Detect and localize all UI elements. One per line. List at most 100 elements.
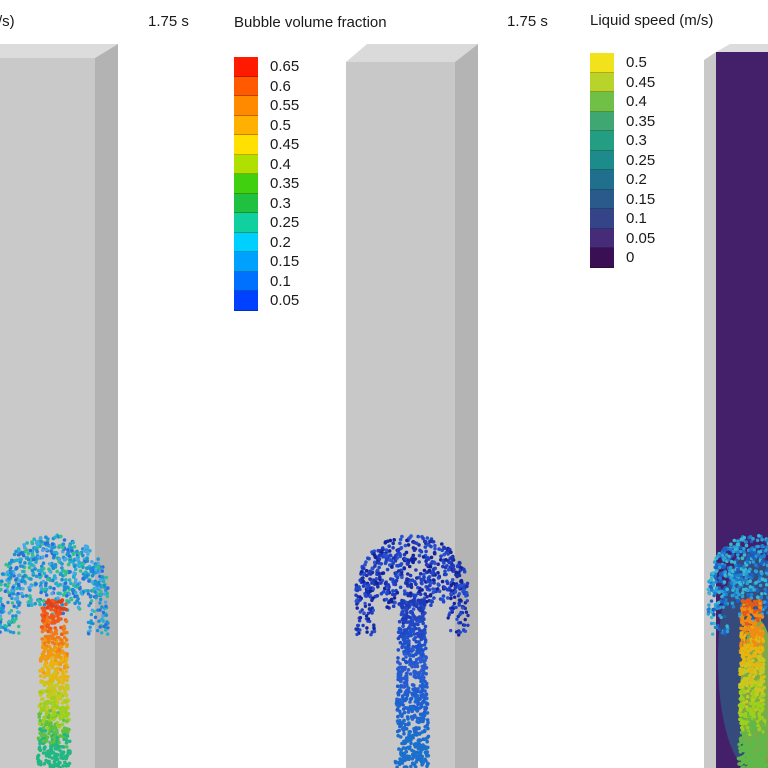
bubble-dot (751, 635, 756, 640)
bubble-dot (52, 704, 56, 708)
bubble-dot (407, 736, 412, 740)
bubble-dot (55, 662, 59, 666)
bubble-dot (406, 543, 411, 547)
bubble-dot (424, 701, 429, 705)
bubble-dot (738, 708, 743, 712)
bubble-dot (765, 590, 768, 594)
bubble-dot (385, 605, 390, 609)
bubble-dot (760, 709, 764, 713)
bubble-dot (722, 580, 727, 584)
bubble-dot (462, 567, 466, 572)
bubble-dot (430, 571, 435, 576)
bubble-dot (402, 685, 407, 689)
bubble-dot (406, 634, 411, 638)
bubble-dot (66, 698, 71, 703)
bubble-dot (53, 654, 58, 659)
bubble-dot (760, 592, 764, 596)
bubble-dot (33, 567, 37, 571)
bubble-dot (375, 594, 380, 598)
bubble-dot (62, 606, 66, 611)
bubble-dot (59, 659, 63, 663)
bubble-dot (758, 608, 762, 613)
bubble-dot (742, 608, 747, 612)
bubble-dot (421, 601, 426, 605)
bubble-dot (723, 570, 728, 575)
bubble-dot (415, 645, 419, 650)
bubble-dot (714, 569, 718, 574)
bubble-dot (45, 672, 49, 676)
bubble-dot (754, 687, 758, 691)
bubble-dot (749, 683, 754, 688)
bubble-dot (38, 742, 42, 746)
bubble-dot (370, 566, 375, 571)
bubble-dot (104, 628, 108, 632)
bubble-dot (744, 572, 748, 576)
bubble-dot (737, 585, 741, 589)
bubble-dot (746, 557, 750, 561)
bubble-dot (746, 588, 750, 592)
bubble-dot (448, 560, 452, 565)
bubble-dot (62, 538, 67, 542)
bubble-dot (411, 607, 416, 611)
bubble-dot (740, 599, 745, 603)
bubble-dot (423, 744, 427, 749)
bubble-dot (739, 577, 744, 581)
bubble-dot (405, 706, 410, 711)
bubble-dot (16, 582, 21, 587)
bubble-dot (709, 615, 714, 620)
bubble-dot (26, 557, 31, 562)
bubble-dot (735, 542, 740, 547)
legend_bubble-tick-label: 0.3 (270, 194, 291, 212)
bubble-dot (39, 625, 44, 629)
bubble-dot (406, 722, 410, 727)
bubble-dot (461, 606, 465, 610)
bubble-dot (720, 589, 724, 594)
bubble-dot (732, 586, 736, 590)
bubble-dot (764, 762, 768, 767)
bubble-dot (407, 639, 411, 643)
bubble-dot (724, 601, 728, 605)
bubble-dot (56, 591, 60, 596)
bubble-dot (409, 706, 413, 710)
bubble-dot (44, 600, 49, 605)
legend_speed-swatch (590, 72, 614, 92)
bubble-dot (425, 536, 430, 540)
bubble-dot (47, 562, 52, 566)
bubble-dot (396, 569, 401, 573)
bubble-dot (14, 566, 19, 570)
bubble-dot (44, 535, 48, 539)
bubble-dot (432, 581, 436, 585)
bubble-dot (26, 603, 31, 607)
bubble-dot (60, 562, 64, 566)
bubble-dot (738, 717, 742, 722)
bubble-dot (47, 620, 51, 624)
bubble-dot (45, 541, 50, 545)
bubble-dot (50, 692, 55, 697)
bubble-dot (39, 702, 43, 706)
bubble-dot (362, 566, 366, 571)
bubble-dot (725, 629, 730, 634)
bubble-dot (27, 599, 32, 604)
bubble-dot (429, 599, 434, 603)
bubble-dot (404, 550, 409, 555)
bubble-dot (404, 655, 408, 659)
bubble-dot (66, 749, 71, 753)
bubble-dot (720, 631, 725, 635)
bubble-dot (418, 572, 423, 576)
bubble-dot (67, 554, 72, 558)
bubble-dot (738, 750, 743, 754)
bubble-dot (423, 592, 428, 596)
bubble-dot (708, 584, 713, 589)
bubble-dot (23, 561, 27, 565)
bubble-dot (752, 551, 757, 555)
bubble-dot (397, 747, 401, 751)
bubble-dot (396, 636, 401, 641)
bubble-dot (31, 571, 36, 575)
bubble-dot (41, 718, 46, 723)
bubble-dot (716, 554, 720, 559)
bubble-dot (458, 621, 463, 625)
bubble-dot (400, 665, 405, 670)
bubble-dot (457, 592, 462, 596)
bubble-dot (745, 599, 749, 604)
bubble-dot (57, 724, 62, 729)
